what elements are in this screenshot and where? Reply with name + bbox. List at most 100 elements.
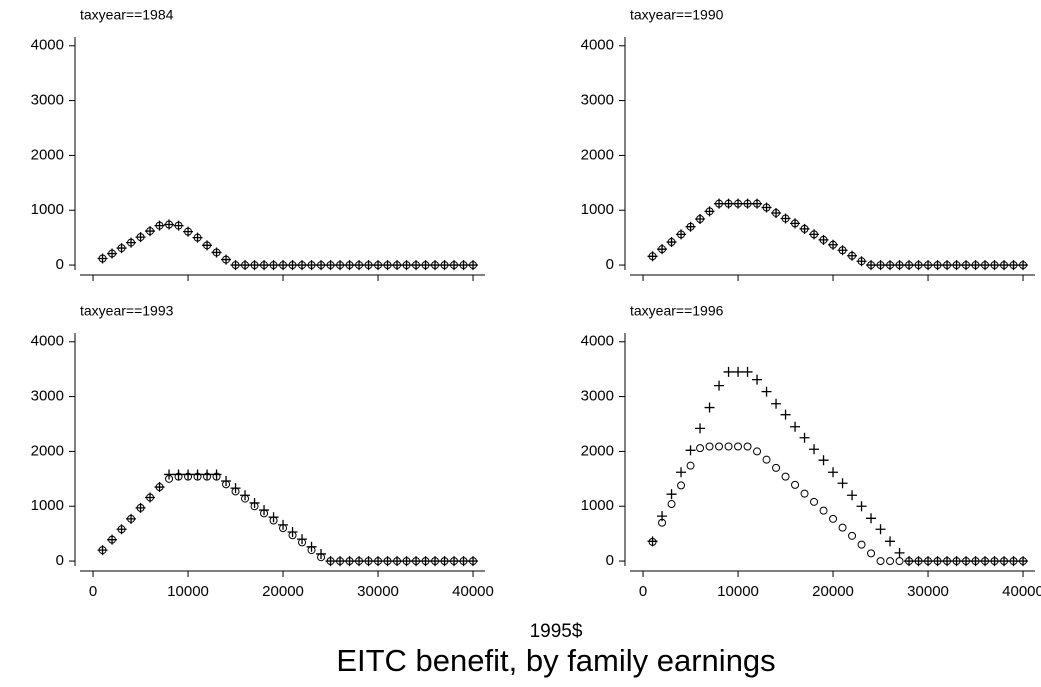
point [202,240,213,251]
point [676,229,687,240]
point [894,547,905,558]
point [800,489,809,498]
chart-title: EITC benefit, by family earnings [336,643,775,678]
point [278,260,289,271]
point [97,253,108,264]
point [752,198,763,209]
point [875,260,886,271]
point [989,260,1000,271]
point [202,469,213,480]
point [753,447,762,456]
point [211,469,222,480]
point [344,556,355,567]
point [335,260,346,271]
point [126,513,137,524]
point [666,237,677,248]
point [430,556,441,567]
point [781,472,790,481]
point [420,260,431,271]
x-tick-label: 30000 [357,583,399,600]
point [373,556,384,567]
point [790,218,801,229]
point [696,444,705,453]
y-tick-label: 1000 [31,497,64,514]
point [647,251,658,262]
point [221,254,232,265]
y-tick-label: 2000 [581,442,614,459]
point [676,467,687,478]
point [183,226,194,237]
y-tick-label: 4000 [31,333,64,350]
point [382,556,393,567]
point [363,556,374,567]
y-tick-label: 4000 [581,37,614,54]
point [791,480,800,489]
point [363,260,374,271]
point [154,220,165,231]
point [809,229,820,240]
point [838,523,847,532]
point [657,511,668,522]
point [742,198,753,209]
point [325,260,336,271]
point [828,239,839,250]
point [439,556,450,567]
point [951,260,962,271]
point [135,502,146,513]
point [980,556,991,567]
y-tick-label: 0 [56,552,64,569]
point [335,556,346,567]
y-tick-label: 2000 [31,146,64,163]
point [116,243,127,254]
point [961,556,972,567]
x-axis-label: 1995$ [530,621,583,642]
point [411,260,422,271]
point [667,500,676,509]
point [192,232,203,243]
point [1018,556,1029,567]
point [837,478,848,489]
point [724,442,733,451]
point [287,527,298,538]
point [468,260,479,271]
point [401,260,412,271]
point [848,531,857,540]
point [1018,260,1029,271]
y-tick-label: 2000 [31,442,64,459]
point [420,556,431,567]
point [268,512,279,523]
point [666,489,677,500]
point [837,245,848,256]
point [885,260,896,271]
point [742,366,753,377]
y-tick-label: 1000 [581,201,614,218]
x-tick-label: 10000 [167,583,209,600]
point [714,198,725,209]
point [913,260,924,271]
point [923,260,934,271]
point [392,556,403,567]
point [695,214,706,225]
point [818,455,829,466]
point [780,409,791,420]
point [866,260,877,271]
point [810,497,819,506]
point [316,548,327,559]
point [875,524,886,535]
point [867,549,876,558]
y-tick-label: 3000 [31,388,64,405]
y-tick-label: 0 [56,256,64,273]
point [116,524,127,535]
point [876,557,885,566]
x-tick-label: 20000 [812,583,854,600]
point [970,556,981,567]
point [249,260,260,271]
point [401,556,412,567]
point [354,556,365,567]
point [382,260,393,271]
point [458,556,469,567]
point [278,519,289,530]
point [297,260,308,271]
